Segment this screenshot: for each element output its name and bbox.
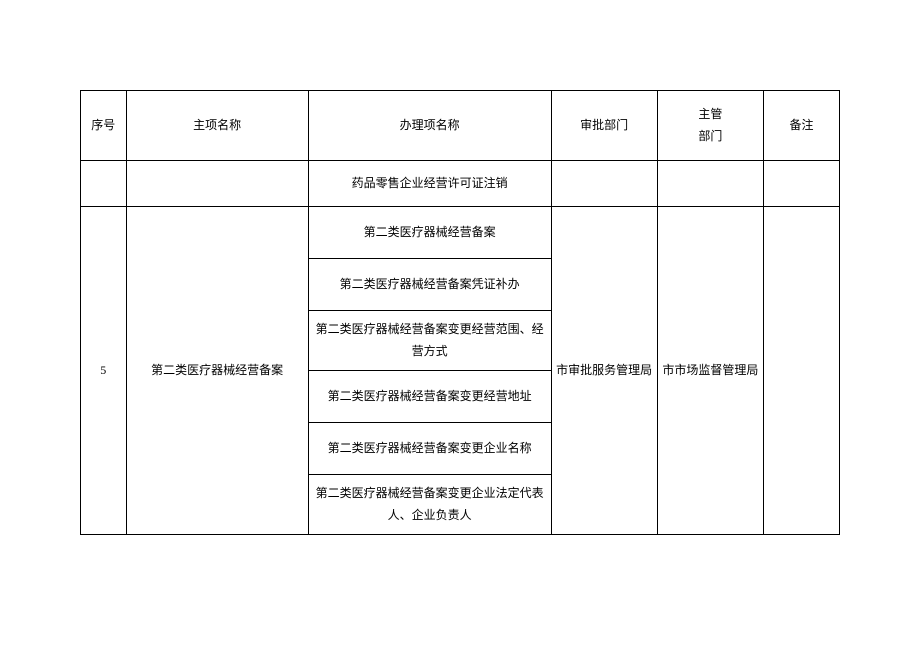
section-main (126, 161, 308, 207)
document-table: 序号 主项名称 办理项名称 审批部门 主管 部门 备注 药品零售企业经营许可证注… (80, 90, 840, 535)
header-seq: 序号 (81, 91, 127, 161)
group-main-name: 第二类医疗器械经营备案 (126, 207, 308, 535)
group-supervise-dept: 市市场监督管理局 (657, 207, 763, 535)
section-seq (81, 161, 127, 207)
header-supervise-line2: 部门 (662, 126, 759, 148)
table-header-row: 序号 主项名称 办理项名称 审批部门 主管 部门 备注 (81, 91, 840, 161)
process-cell: 第二类医疗器械经营备案变更经营范围、经营方式 (308, 311, 551, 371)
header-main-name: 主项名称 (126, 91, 308, 161)
section-approve (551, 161, 657, 207)
group-remark (764, 207, 840, 535)
process-cell: 第二类医疗器械经营备案变更经营地址 (308, 371, 551, 423)
process-cell: 第二类医疗器械经营备案凭证补办 (308, 259, 551, 311)
header-supervise-line1: 主管 (662, 104, 759, 126)
group-seq: 5 (81, 207, 127, 535)
process-cell: 第二类医疗器械经营备案变更企业法定代表人、企业负责人 (308, 475, 551, 535)
header-process-name: 办理项名称 (308, 91, 551, 161)
section-process: 药品零售企业经营许可证注销 (308, 161, 551, 207)
section-supervise (657, 161, 763, 207)
process-cell: 第二类医疗器械经营备案变更企业名称 (308, 423, 551, 475)
section-row: 药品零售企业经营许可证注销 (81, 161, 840, 207)
header-supervise-dept: 主管 部门 (657, 91, 763, 161)
group-approve-dept: 市审批服务管理局 (551, 207, 657, 535)
process-cell: 第二类医疗器械经营备案 (308, 207, 551, 259)
section-remark (764, 161, 840, 207)
table-row: 5 第二类医疗器械经营备案 第二类医疗器械经营备案 市审批服务管理局 市市场监督… (81, 207, 840, 259)
header-remark: 备注 (764, 91, 840, 161)
header-approve-dept: 审批部门 (551, 91, 657, 161)
